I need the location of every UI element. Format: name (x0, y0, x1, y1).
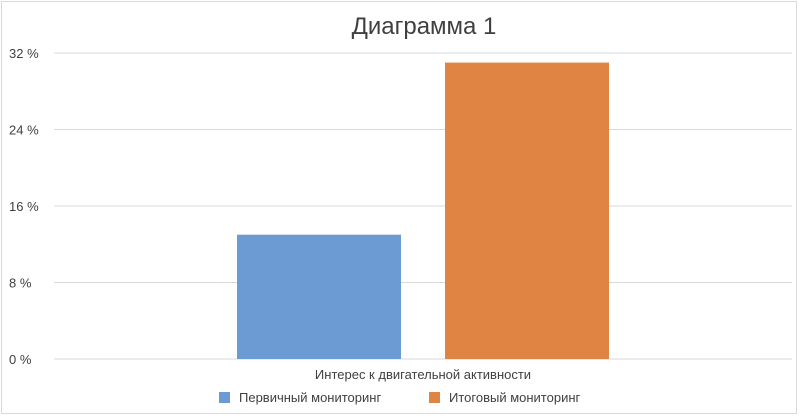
legend-swatch (219, 392, 230, 403)
bars (237, 62, 609, 359)
y-axis-ticks: 0 % 8 % 16 % 24 % 32 % (9, 46, 39, 367)
x-axis-categories: Интерес к двигательной активности (315, 367, 531, 382)
y-tick-label: 16 % (9, 199, 39, 214)
x-category-label: Интерес к двигательной активности (315, 367, 531, 382)
bar-chart: Диаграмма 1 0 % 8 % 16 % 24 % 32 % Интерес к… (9, 13, 792, 405)
y-tick-label: 24 % (9, 123, 39, 138)
chart-frame: Диаграмма 1 0 % 8 % 16 % 24 % 32 % Интерес к… (1, 1, 797, 414)
y-tick-label: 32 % (9, 46, 39, 61)
legend: Первичный мониторинг Итоговый мониторинг (219, 390, 581, 405)
y-tick-label: 8 % (9, 276, 32, 291)
legend-label: Итоговый мониторинг (449, 390, 581, 405)
bar-final-monitoring (445, 62, 609, 359)
bar-primary-monitoring (237, 234, 401, 359)
chart-title: Диаграмма 1 (352, 13, 497, 40)
y-tick-label: 0 % (9, 352, 32, 367)
legend-label: Первичный мониторинг (239, 390, 381, 405)
legend-swatch (429, 392, 440, 403)
grid-lines (54, 52, 792, 360)
